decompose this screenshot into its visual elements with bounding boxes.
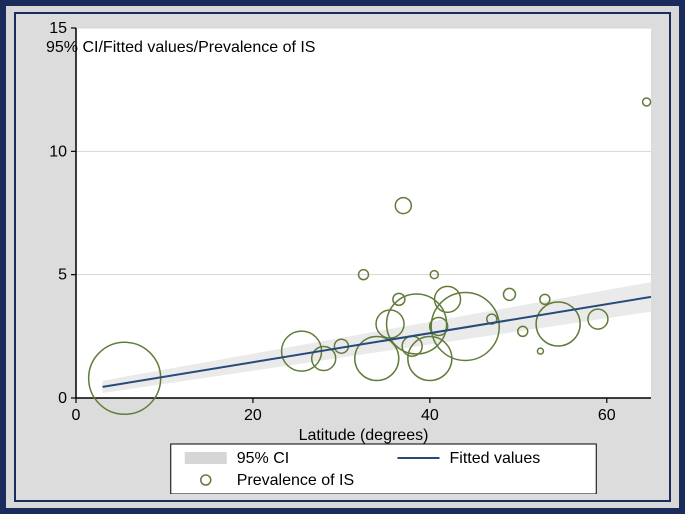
- chart-container: 0 5 10 15 0 20 40 60 Latitude (degrees) 95% CI/Fi…: [28, 20, 657, 494]
- y-tick-label: 10: [49, 143, 67, 160]
- legend-ci-swatch: [185, 452, 227, 464]
- y-tick-label: 15: [49, 20, 67, 37]
- outer-frame: 0 5 10 15 0 20 40 60 Latitude (degrees) 95% CI/Fi…: [0, 0, 685, 514]
- inner-frame: 0 5 10 15 0 20 40 60 Latitude (degrees) 95% CI/Fi…: [14, 12, 671, 502]
- x-tick-label: 0: [72, 407, 81, 424]
- x-tick-label: 20: [244, 407, 262, 424]
- y-tick-label: 5: [58, 267, 67, 284]
- legend-line-label: Fitted values: [450, 450, 541, 467]
- legend-bubble-label: Prevalence of IS: [237, 472, 354, 489]
- x-tick-label: 40: [421, 407, 439, 424]
- x-axis-label: Latitude (degrees): [299, 427, 429, 444]
- y-tick-label: 0: [58, 390, 67, 407]
- legend-ci-label: 95% CI: [237, 450, 289, 467]
- x-tick-label: 60: [598, 407, 616, 424]
- chart-title: 95% CI/Fitted values/Prevalence of IS: [46, 39, 315, 56]
- bubble-chart: 0 5 10 15 0 20 40 60 Latitude (degrees) 95% CI/Fi…: [28, 20, 657, 494]
